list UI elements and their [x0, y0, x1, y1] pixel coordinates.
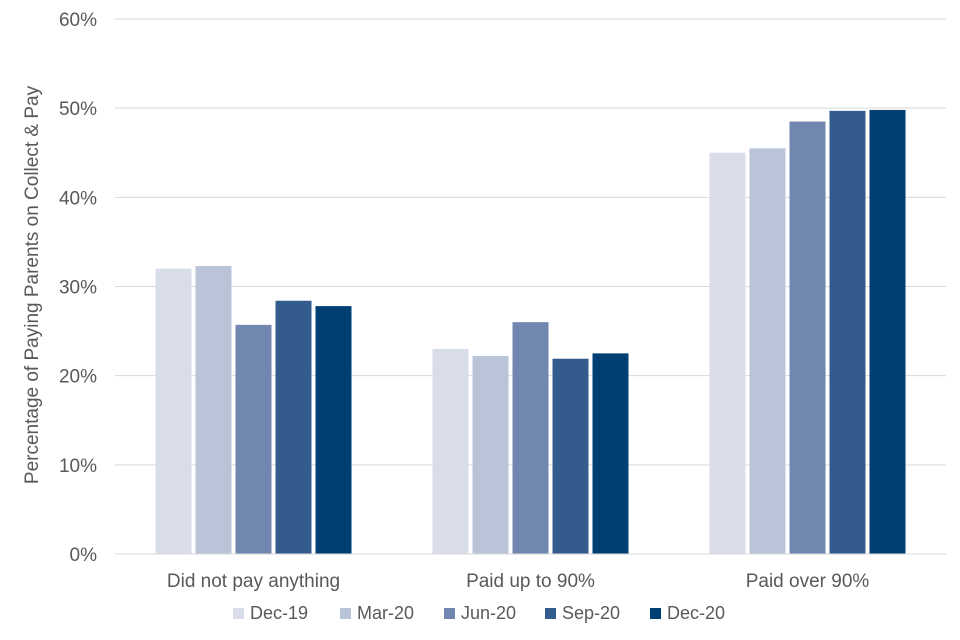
- y-tick-label: 50%: [59, 99, 97, 120]
- y-axis-ticks: 0% 10% 20% 30% 40% 50% 60%: [59, 10, 97, 566]
- legend-label: Sep-20: [562, 603, 620, 623]
- bar-jun-20-1: [512, 322, 549, 554]
- y-tick-label: 40%: [59, 188, 97, 209]
- bar-jun-20-0: [235, 324, 272, 554]
- legend-label: Jun-20: [461, 603, 516, 623]
- legend-swatch-dec-20: [650, 608, 661, 619]
- bar-sep-20-1: [552, 358, 589, 554]
- bar-dec-20-0: [315, 306, 352, 554]
- y-tick-label: 20%: [59, 367, 97, 388]
- legend-swatch-dec-19: [233, 608, 244, 619]
- bar-dec-20-1: [592, 353, 629, 554]
- legend-label: Dec-19: [250, 603, 308, 623]
- x-tick-label: Paid over 90%: [746, 571, 870, 592]
- bar-mar-20-2: [749, 148, 786, 554]
- legend: Dec-19 Mar-20 Jun-20 Sep-20 Dec-20: [233, 603, 725, 623]
- legend-swatch-sep-20: [545, 608, 556, 619]
- bar-sep-20-0: [275, 300, 312, 554]
- bar-dec-19-1: [432, 348, 469, 554]
- bar-dec-20-2: [869, 109, 906, 554]
- y-tick-label: 0%: [70, 545, 98, 566]
- bar-jun-20-2: [789, 121, 826, 555]
- x-axis-ticks: Did not pay anything Paid up to 90% Paid o…: [167, 571, 870, 592]
- bar-sep-20-2: [829, 110, 866, 554]
- y-tick-label: 30%: [59, 278, 97, 299]
- bar-mar-20-0: [195, 265, 232, 554]
- y-tick-label: 10%: [59, 456, 97, 477]
- bar-mar-20-1: [472, 356, 509, 554]
- bar-dec-19-0: [155, 268, 192, 554]
- bars: [155, 109, 906, 555]
- legend-label: Dec-20: [667, 603, 725, 623]
- y-tick-label: 60%: [59, 10, 97, 31]
- y-axis-label: Percentage of Paying Parents on Collect …: [22, 85, 43, 484]
- legend-swatch-mar-20: [340, 608, 351, 619]
- x-tick-label: Did not pay anything: [167, 571, 340, 592]
- legend-label: Mar-20: [357, 603, 414, 623]
- legend-swatch-jun-20: [444, 608, 455, 619]
- x-tick-label: Paid up to 90%: [466, 571, 595, 592]
- bar-dec-19-2: [709, 152, 746, 554]
